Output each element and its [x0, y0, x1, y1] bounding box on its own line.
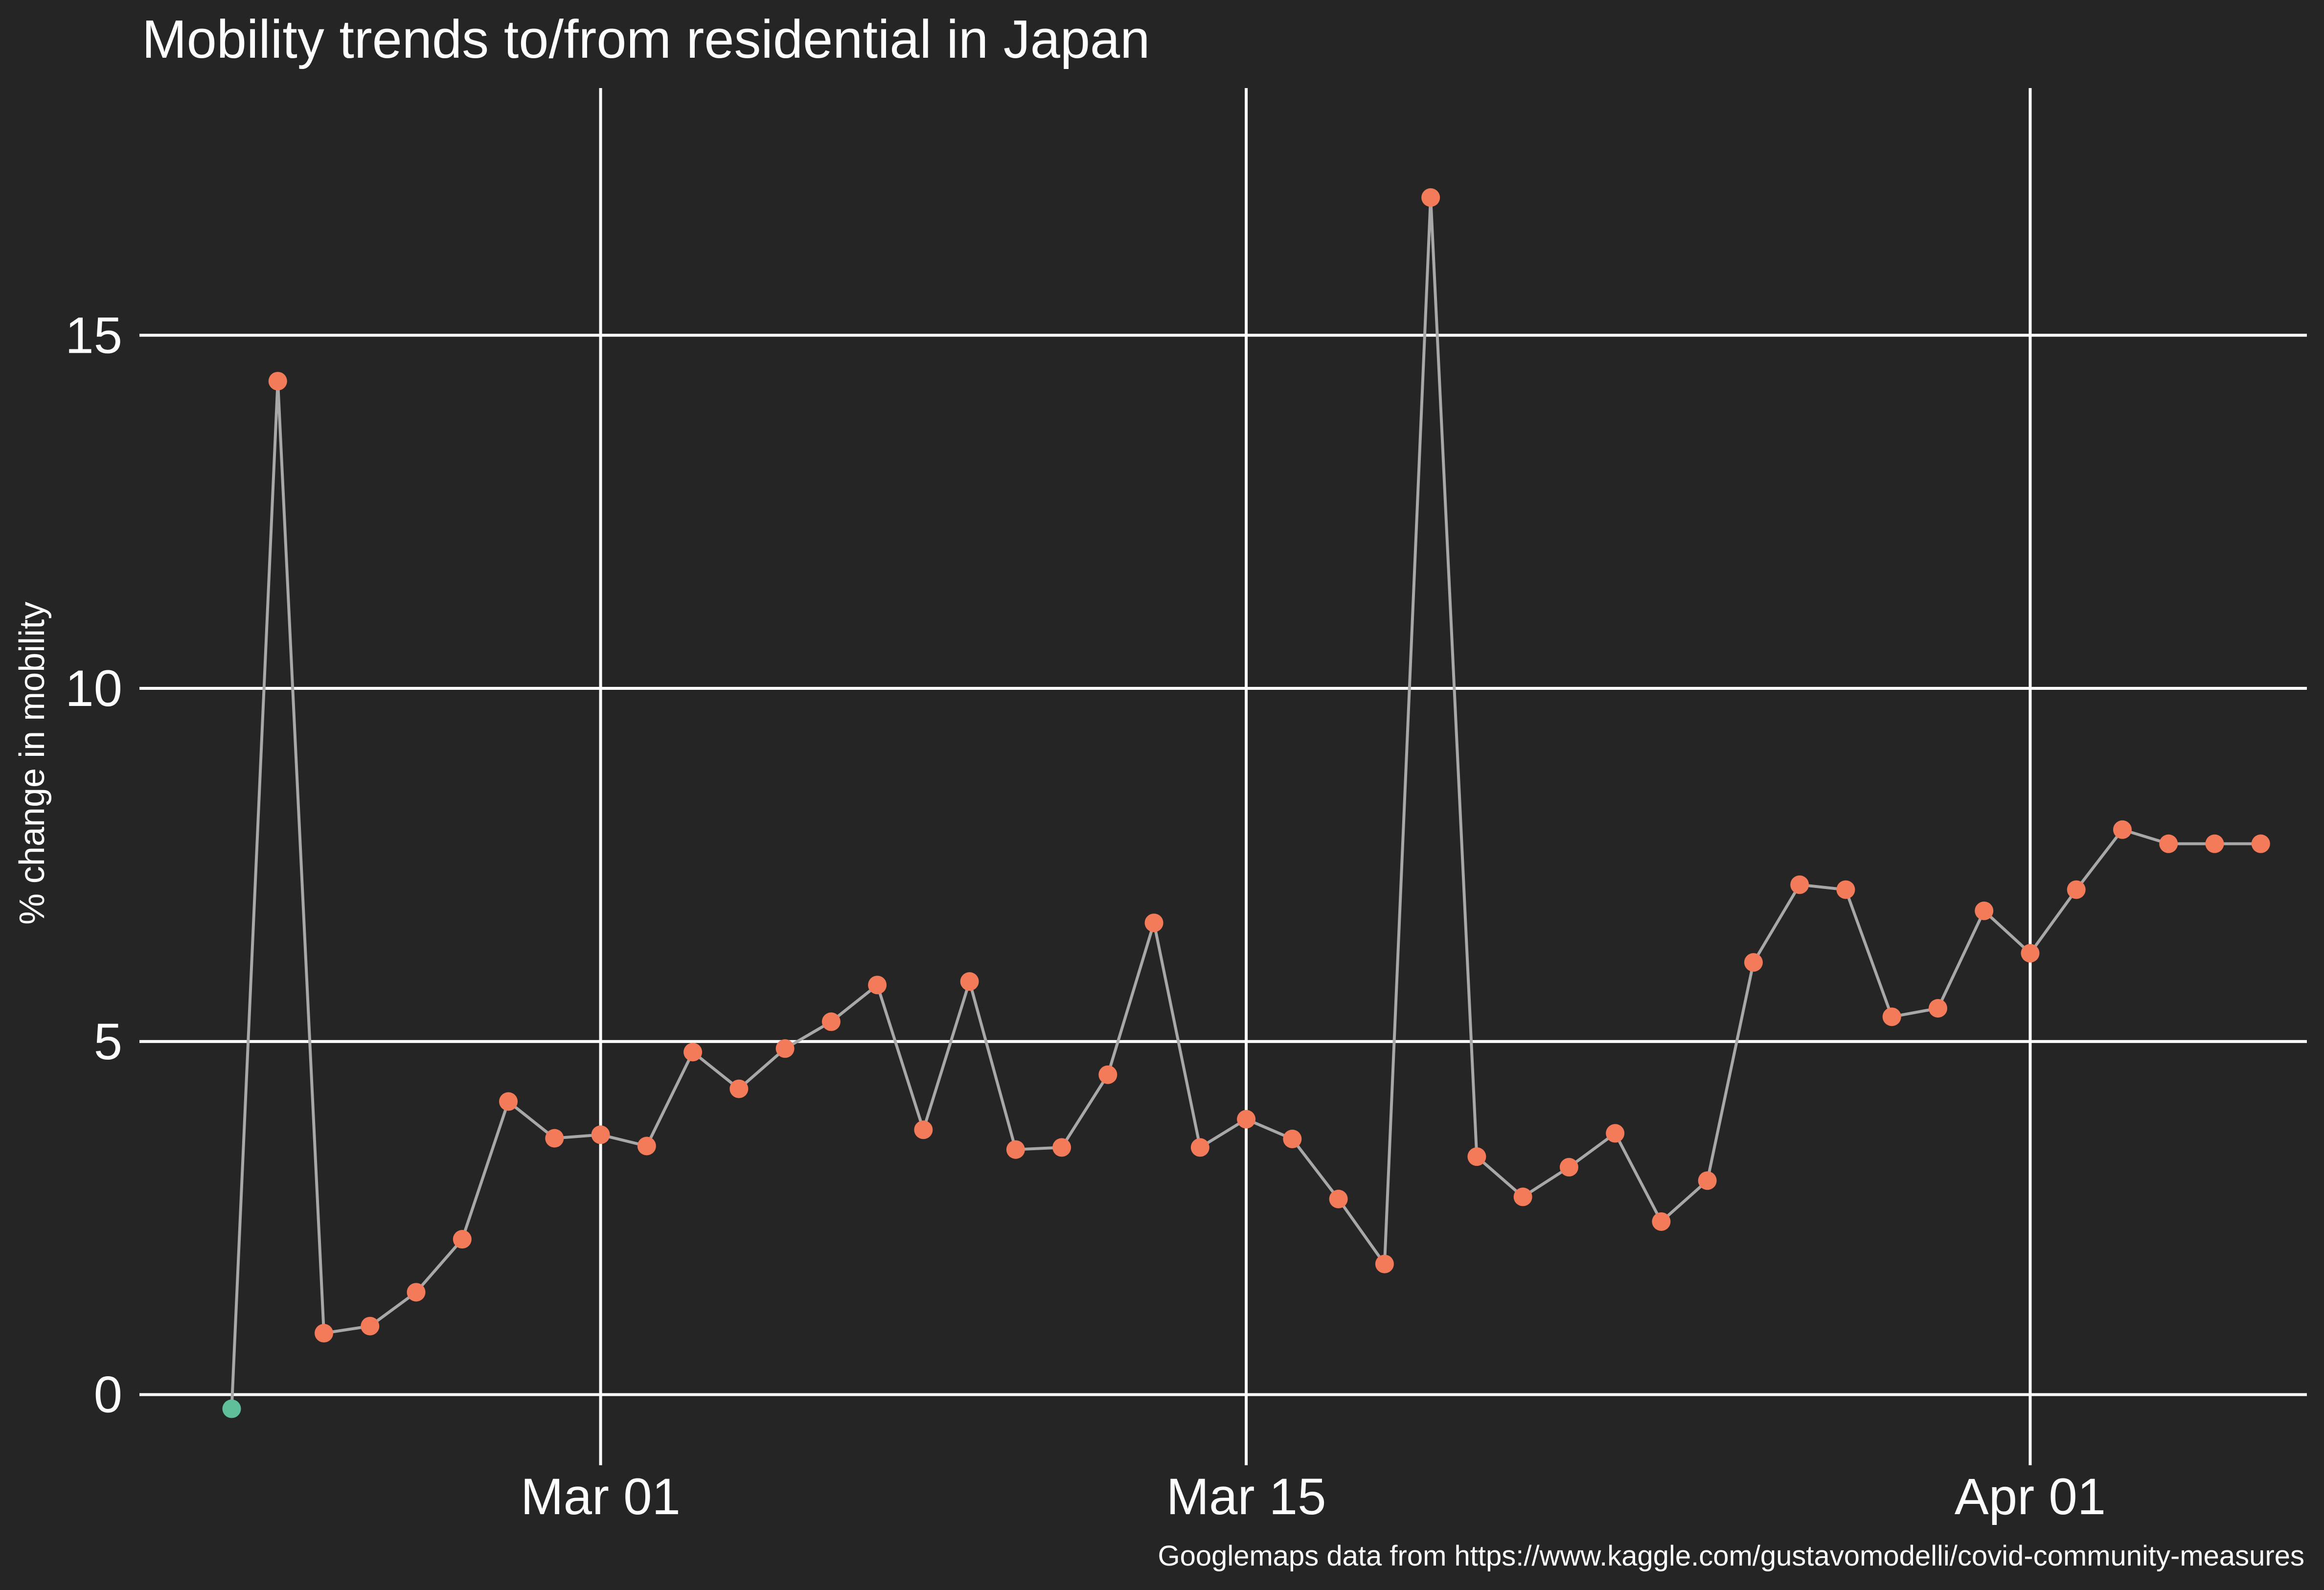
data-point: [1975, 901, 1994, 920]
data-point: [222, 1399, 241, 1418]
data-point: [775, 1039, 795, 1058]
data-points: [222, 188, 2270, 1418]
x-tick-label: Mar 01: [521, 1468, 681, 1525]
x-tick-label: Mar 15: [1166, 1468, 1326, 1525]
data-point: [315, 1324, 334, 1343]
data-point: [2251, 834, 2270, 853]
data-point: [591, 1125, 610, 1144]
data-point: [637, 1136, 656, 1156]
x-tick-labels: Mar 01 Mar 15 Apr 01: [521, 1468, 2106, 1525]
data-point: [1836, 880, 1855, 899]
data-point: [729, 1079, 749, 1098]
x-tick-label: Apr 01: [1955, 1468, 2106, 1525]
data-point: [1882, 1007, 1901, 1026]
data-source-caption: Googlemaps data from https://www.kaggle.…: [1158, 1540, 2304, 1572]
data-point: [1190, 1138, 1209, 1157]
data-point: [2205, 834, 2224, 853]
y-tick-label: 5: [94, 1013, 122, 1070]
data-point: [1559, 1158, 1578, 1177]
data-point: [1283, 1130, 1302, 1149]
data-point: [1513, 1187, 1532, 1206]
data-point: [361, 1317, 380, 1336]
data-point: [1790, 875, 1809, 894]
data-point: [868, 976, 887, 995]
data-point: [1698, 1171, 1717, 1190]
y-tick-label: 0: [94, 1366, 122, 1424]
data-point: [1006, 1140, 1025, 1159]
data-point: [1329, 1189, 1348, 1208]
data-point: [268, 372, 287, 391]
data-point: [914, 1120, 933, 1139]
x-gridlines: [599, 88, 2032, 1465]
data-point: [1467, 1147, 1486, 1166]
data-point: [2113, 820, 2132, 839]
data-point: [1928, 999, 1947, 1018]
data-point: [545, 1129, 564, 1148]
data-point: [1237, 1110, 1256, 1129]
data-point: [1144, 913, 1163, 932]
y-tick-labels: 0 5 10 15: [65, 307, 122, 1423]
data-point: [960, 972, 979, 991]
data-point: [1744, 953, 1763, 972]
data-point: [453, 1230, 472, 1249]
data-point: [407, 1283, 426, 1302]
y-tick-label: 15: [65, 307, 122, 364]
data-point: [2067, 880, 2086, 899]
chart-title: Mobility trends to/from residential in J…: [142, 9, 1150, 69]
y-gridlines: [139, 334, 2307, 1396]
data-point: [2159, 834, 2178, 853]
y-tick-label: 10: [65, 660, 122, 717]
data-point: [1052, 1138, 1071, 1157]
data-point: [1652, 1212, 1671, 1231]
data-point: [1375, 1254, 1394, 1273]
data-point: [1421, 188, 1440, 207]
data-point: [1606, 1124, 1625, 1143]
data-point: [821, 1012, 841, 1031]
data-point: [2021, 944, 2040, 963]
data-point: [499, 1092, 518, 1111]
data-point: [1098, 1065, 1117, 1084]
data-point: [684, 1043, 703, 1062]
y-axis-label: % change in mobility: [13, 602, 52, 925]
